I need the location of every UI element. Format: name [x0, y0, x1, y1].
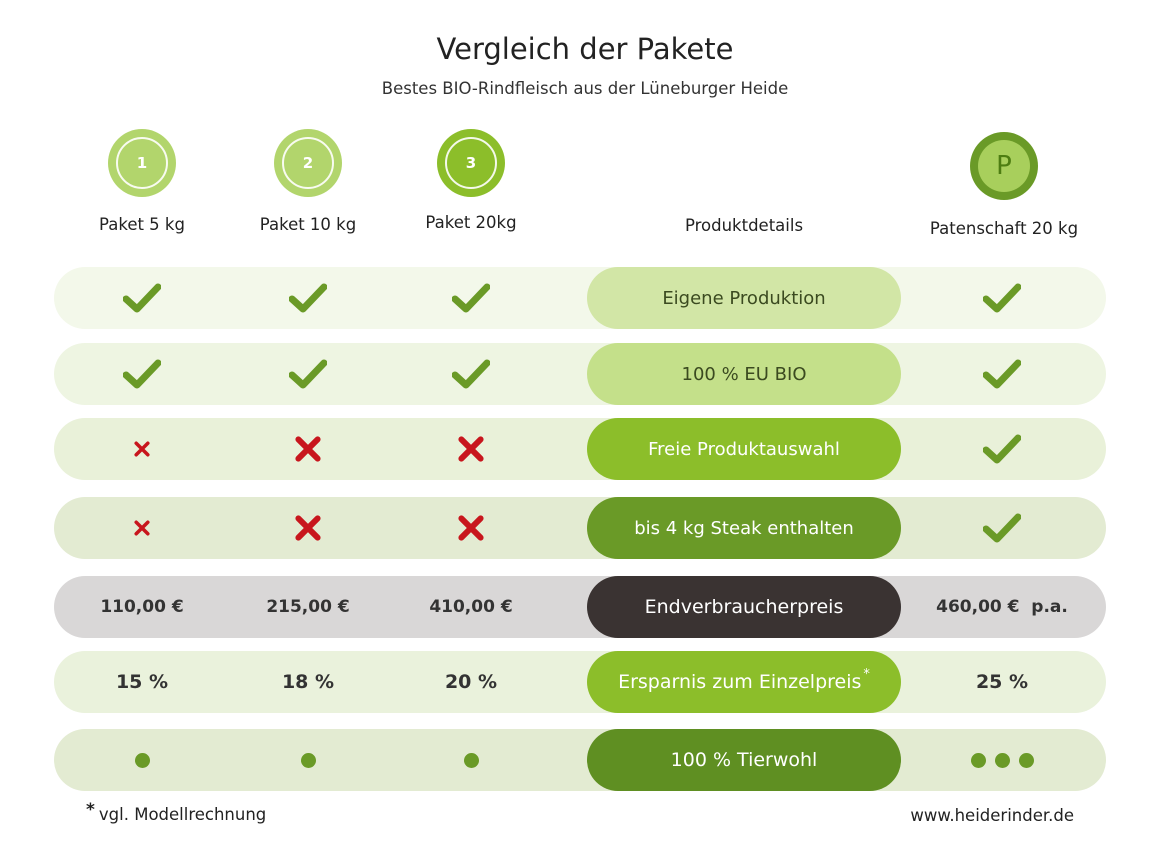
savings-value: 15 % [115, 671, 169, 693]
three-dots-icon [970, 752, 1034, 768]
page-title: Vergleich der Pakete [436, 32, 734, 66]
cell-paket-10kg [228, 497, 388, 559]
package-3-number: 3 [465, 154, 477, 172]
cross-icon [458, 436, 484, 462]
comparison-row: 110,00 € 215,00 € 410,00 € 460,00 € p.a. End… [54, 576, 1106, 638]
package-3-badge: 3 [437, 129, 505, 197]
cell-paket-20kg [391, 418, 551, 480]
cell-paket-20kg [391, 497, 551, 559]
feature-label: Ersparnis zum Einzelpreis [618, 671, 862, 693]
price-value: 215,00 € [266, 597, 350, 617]
package-2-badge: 2 [274, 129, 342, 197]
checkmark-icon [983, 513, 1021, 543]
checkmark-icon [983, 283, 1021, 313]
comparison-row: bis 4 kg Steak enthalten [54, 497, 1106, 559]
patenschaft-badge: P [970, 132, 1038, 200]
column-header-produktdetails: Produktdetails [684, 216, 804, 235]
feature-label: 100 % EU BIO [681, 363, 807, 385]
checkmark-icon [983, 434, 1021, 464]
checkmark-icon [123, 283, 161, 313]
savings-value: 25 % [975, 671, 1029, 693]
column-header-paket-10kg: Paket 10 kg [259, 215, 357, 234]
patenschaft-letter: P [996, 151, 1012, 181]
page-subtitle: Bestes BIO-Rindfleisch aus der Lüneburge… [381, 79, 789, 98]
footnote-text: vgl. Modellrechnung [98, 805, 267, 824]
cell-patenschaft [922, 267, 1082, 329]
cell-patenschaft: 25 % [922, 651, 1082, 713]
cell-patenschaft [922, 418, 1082, 480]
cell-paket-10kg [228, 267, 388, 329]
cell-patenschaft [922, 497, 1082, 559]
cell-paket-10kg [228, 418, 388, 480]
dot-icon [134, 752, 150, 768]
cell-paket-20kg [391, 729, 551, 791]
footnote-marker: * [863, 666, 870, 682]
cell-patenschaft: 460,00 € p.a. [922, 576, 1082, 638]
feature-label-pill: Endverbraucherpreis [587, 576, 901, 638]
feature-label-pill: 100 % EU BIO [587, 343, 901, 405]
cell-paket-20kg [391, 267, 551, 329]
feature-label: bis 4 kg Steak enthalten [634, 517, 854, 539]
price-value: 460,00 € p.a. [936, 597, 1068, 617]
checkmark-icon [289, 359, 327, 389]
feature-label-pill: Ersparnis zum Einzelpreis * [587, 651, 901, 713]
savings-value: 20 % [444, 671, 498, 693]
comparison-row: 15 % 18 % 20 % 25 % Ersparnis zum Einzelprei… [54, 651, 1106, 713]
checkmark-icon [452, 283, 490, 313]
checkmark-icon [983, 359, 1021, 389]
feature-label-pill: Freie Produktauswahl [587, 418, 901, 480]
feature-label: Freie Produktauswahl [648, 438, 840, 460]
feature-label: Eigene Produktion [662, 287, 826, 309]
website-url[interactable]: www.heiderinder.de [910, 806, 1074, 825]
checkmark-icon [452, 359, 490, 389]
cross-icon [295, 515, 321, 541]
cross-icon [134, 441, 150, 457]
package-1-number: 1 [136, 154, 148, 172]
cell-paket-10kg: 18 % [228, 651, 388, 713]
price-value: 110,00 € [100, 597, 184, 617]
cell-patenschaft [922, 343, 1082, 405]
checkmark-icon [289, 283, 327, 313]
cell-paket-5kg [62, 497, 222, 559]
cross-icon [134, 520, 150, 536]
column-header-patenschaft: Patenschaft 20 kg [929, 219, 1079, 238]
cell-paket-10kg [228, 729, 388, 791]
price-value: 410,00 € [429, 597, 513, 617]
cell-paket-5kg: 110,00 € [62, 576, 222, 638]
feature-label-pill: Eigene Produktion [587, 267, 901, 329]
feature-label-pill: 100 % Tierwohl [587, 729, 901, 791]
cell-paket-5kg [62, 267, 222, 329]
footnote: * vgl. Modellrechnung [86, 800, 267, 825]
cell-paket-20kg: 20 % [391, 651, 551, 713]
cell-patenschaft [922, 729, 1082, 791]
comparison-row: Eigene Produktion [54, 267, 1106, 329]
cross-icon [458, 515, 484, 541]
cell-paket-20kg: 410,00 € [391, 576, 551, 638]
feature-label: Endverbraucherpreis [644, 596, 844, 618]
comparison-row: Freie Produktauswahl [54, 418, 1106, 480]
column-header-paket-20kg: Paket 20kg [425, 213, 517, 232]
checkmark-icon [123, 359, 161, 389]
cell-paket-5kg [62, 418, 222, 480]
cross-icon [295, 436, 321, 462]
cell-paket-5kg [62, 729, 222, 791]
feature-label: 100 % Tierwohl [670, 749, 818, 771]
comparison-row: 100 % EU BIO [54, 343, 1106, 405]
comparison-row: 100 % Tierwohl [54, 729, 1106, 791]
feature-label-pill: bis 4 kg Steak enthalten [587, 497, 901, 559]
cell-paket-5kg: 15 % [62, 651, 222, 713]
cell-paket-20kg [391, 343, 551, 405]
package-1-badge: 1 [108, 129, 176, 197]
cell-paket-10kg: 215,00 € [228, 576, 388, 638]
footnote-asterisk: * [86, 800, 95, 820]
dot-icon [463, 752, 479, 768]
column-header-paket-5kg: Paket 5 kg [99, 215, 185, 234]
cell-paket-5kg [62, 343, 222, 405]
dot-icon [300, 752, 316, 768]
savings-value: 18 % [281, 671, 335, 693]
package-2-number: 2 [302, 154, 314, 172]
cell-paket-10kg [228, 343, 388, 405]
